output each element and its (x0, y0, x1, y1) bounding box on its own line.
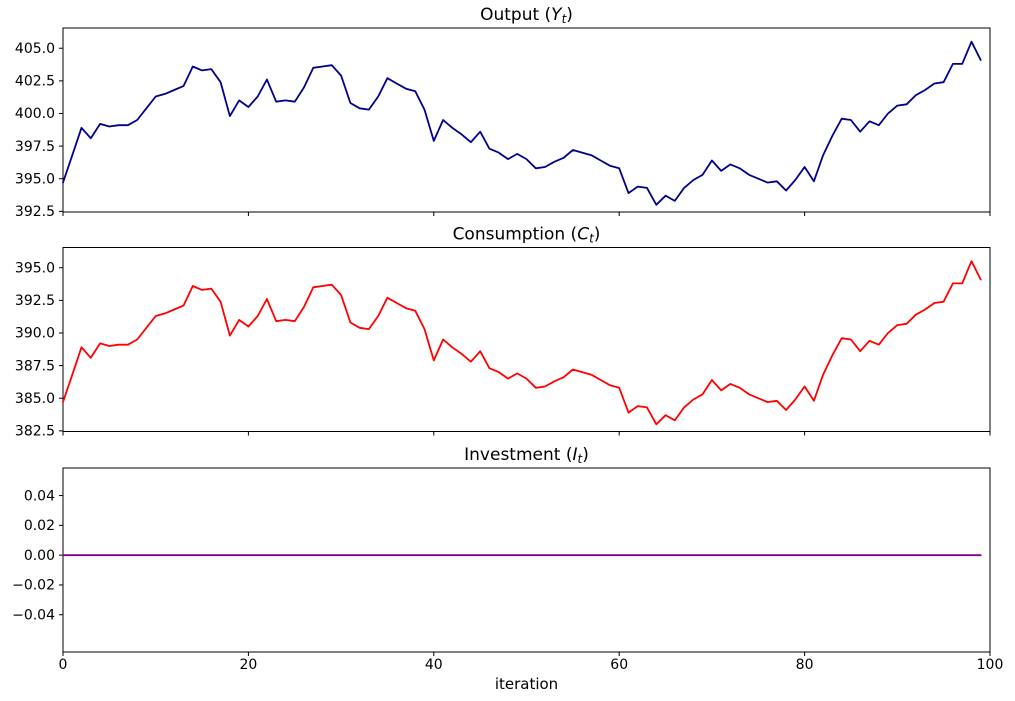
panel-title-output: Output (Yt) (480, 5, 573, 26)
x-tick-label: 40 (425, 657, 443, 673)
y-tick-label: 392.5 (15, 293, 55, 309)
y-tick-label: 392.5 (15, 204, 55, 220)
x-tick-label: 0 (59, 657, 68, 673)
panel-output: Output (Yt) 392.5 395.0 397.5 400.0 402.5 405.… (15, 5, 991, 220)
title-segment: ) (594, 225, 601, 245)
title-segment: Consumption ( (453, 225, 578, 245)
y-tick-label: 395.0 (15, 171, 55, 187)
y-tick-label: −0.04 (12, 608, 55, 624)
title-segment: ) (566, 5, 573, 25)
y-tick-label: 390.0 (15, 326, 55, 342)
title-segment: t (589, 232, 595, 246)
title-segment: I (572, 445, 577, 465)
title-segment: ) (582, 445, 589, 465)
panel-title-investment: Investment (It) (464, 445, 589, 466)
consumption-line (62, 260, 982, 426)
x-tick-label: 100 (977, 657, 1004, 673)
y-tick-label: 402.5 (15, 74, 55, 90)
y-tick-label: 395.0 (15, 260, 55, 276)
y-tick-label: 387.5 (15, 358, 55, 374)
y-tick-label: 400.0 (15, 106, 55, 122)
y-tick-label: 397.5 (15, 139, 55, 155)
x-axis-label: iteration (495, 675, 558, 693)
title-segment: Investment ( (464, 445, 572, 465)
y-tick-label: −0.02 (12, 578, 55, 594)
title-segment: C (577, 225, 589, 245)
y-tick-label: 405.0 (15, 41, 55, 57)
x-tick-label: 60 (610, 657, 628, 673)
x-tick-label: 80 (796, 657, 814, 673)
axes-box (62, 467, 991, 653)
y-tick-label: 0.02 (24, 518, 55, 534)
x-tick-label: 20 (239, 657, 257, 673)
panel-investment: Investment (It) −0.04 −0.02 0.00 0.02 0.04 0 20… (12, 445, 1003, 673)
output-line (62, 40, 982, 206)
title-segment: Output ( (480, 5, 551, 25)
y-tick-label: 0.00 (24, 548, 55, 564)
y-tick-label: 385.0 (15, 391, 55, 407)
title-segment: t (577, 452, 583, 466)
title-segment: t (562, 12, 568, 26)
panel-title-consumption: Consumption (Ct) (453, 225, 601, 246)
axes-box (62, 247, 991, 432)
panel-consumption: Consumption (Ct) 382.5 385.0 387.5 390.0 392.… (15, 225, 991, 440)
axes-box (62, 27, 991, 213)
y-tick-label: 382.5 (15, 424, 55, 440)
title-segment: Y (551, 5, 563, 25)
y-tick-label: 0.04 (24, 488, 55, 504)
